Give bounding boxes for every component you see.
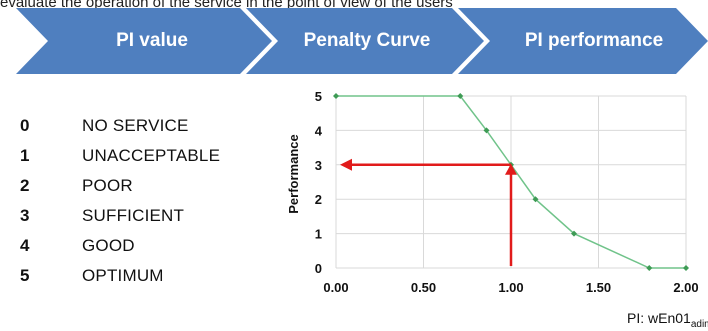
data-point: [683, 265, 689, 271]
pi-identifier-subscript: adim: [690, 319, 708, 330]
x-tick-label: 0.00: [323, 280, 348, 295]
legend-label: OPTIMUM: [82, 266, 164, 285]
legend-value: 5: [20, 266, 30, 285]
x-tick-label: 0.50: [411, 280, 436, 295]
legend-row: 0 NO SERVICE: [20, 116, 320, 146]
penalty-curve-line: [336, 95, 686, 269]
header-fragment: evaluate the operation of the service in…: [0, 0, 453, 11]
y-tick-label: 1: [315, 227, 322, 242]
step-chevron-3: [458, 8, 708, 74]
legend-label: UNACCEPTABLE: [82, 146, 221, 165]
legend-value: 3: [20, 206, 30, 225]
lookup-arrowhead-left: [340, 158, 352, 171]
x-tick-label: 1.50: [586, 280, 611, 295]
legend-value: 2: [20, 176, 30, 195]
step-label-pi-performance: PI performance: [524, 30, 664, 51]
data-point: [532, 196, 539, 203]
legend-value: 4: [20, 236, 30, 255]
legend-row: 3 SUFFICIENT: [20, 206, 320, 236]
legend-row: 1 UNACCEPTABLE: [20, 146, 320, 176]
legend-label: GOOD: [82, 236, 135, 255]
y-axis-label: Performance: [286, 134, 301, 213]
step-label-pi-value: PI value: [116, 30, 188, 51]
y-tick-label: 3: [315, 158, 322, 173]
legend-row: 4 GOOD: [20, 236, 320, 266]
data-point: [571, 230, 577, 237]
step-label-penalty-curve: Penalty Curve: [303, 30, 431, 51]
data-point: [333, 93, 339, 99]
penalty-curve-chart: 0 1 2 3 4 5 0.00 0.50 1.00 1.50 2.00 Performance: [286, 89, 699, 295]
process-flow: [16, 8, 708, 74]
pi-identifier: PI: wEn01adim: [627, 310, 708, 330]
pi-identifier-text: PI: wEn01: [627, 310, 691, 326]
legend-label: POOR: [82, 176, 133, 195]
x-tick-label: 2.00: [673, 280, 698, 295]
y-tick-label: 2: [315, 192, 322, 207]
lookup-arrowhead-up: [505, 163, 517, 175]
legend-label: NO SERVICE: [82, 116, 189, 135]
data-point: [646, 265, 653, 271]
step-chevron-1: [16, 8, 272, 74]
legend-value: 1: [20, 146, 30, 165]
y-tick-label: 0: [315, 261, 322, 276]
y-tick-label: 5: [315, 89, 322, 104]
y-tick-label: 4: [315, 123, 323, 138]
legend-row: 2 POOR: [20, 176, 320, 206]
step-chevron-2: [246, 8, 484, 74]
x-tick-label: 1.00: [498, 280, 523, 295]
legend-value: 0: [20, 116, 30, 135]
data-point: [457, 93, 464, 99]
legend-label: SUFFICIENT: [82, 206, 185, 225]
performance-scale-legend: 0 NO SERVICE 1 UNACCEPTABLE 2 POOR 3 SUF…: [20, 116, 320, 296]
legend-row: 5 OPTIMUM: [20, 266, 320, 296]
